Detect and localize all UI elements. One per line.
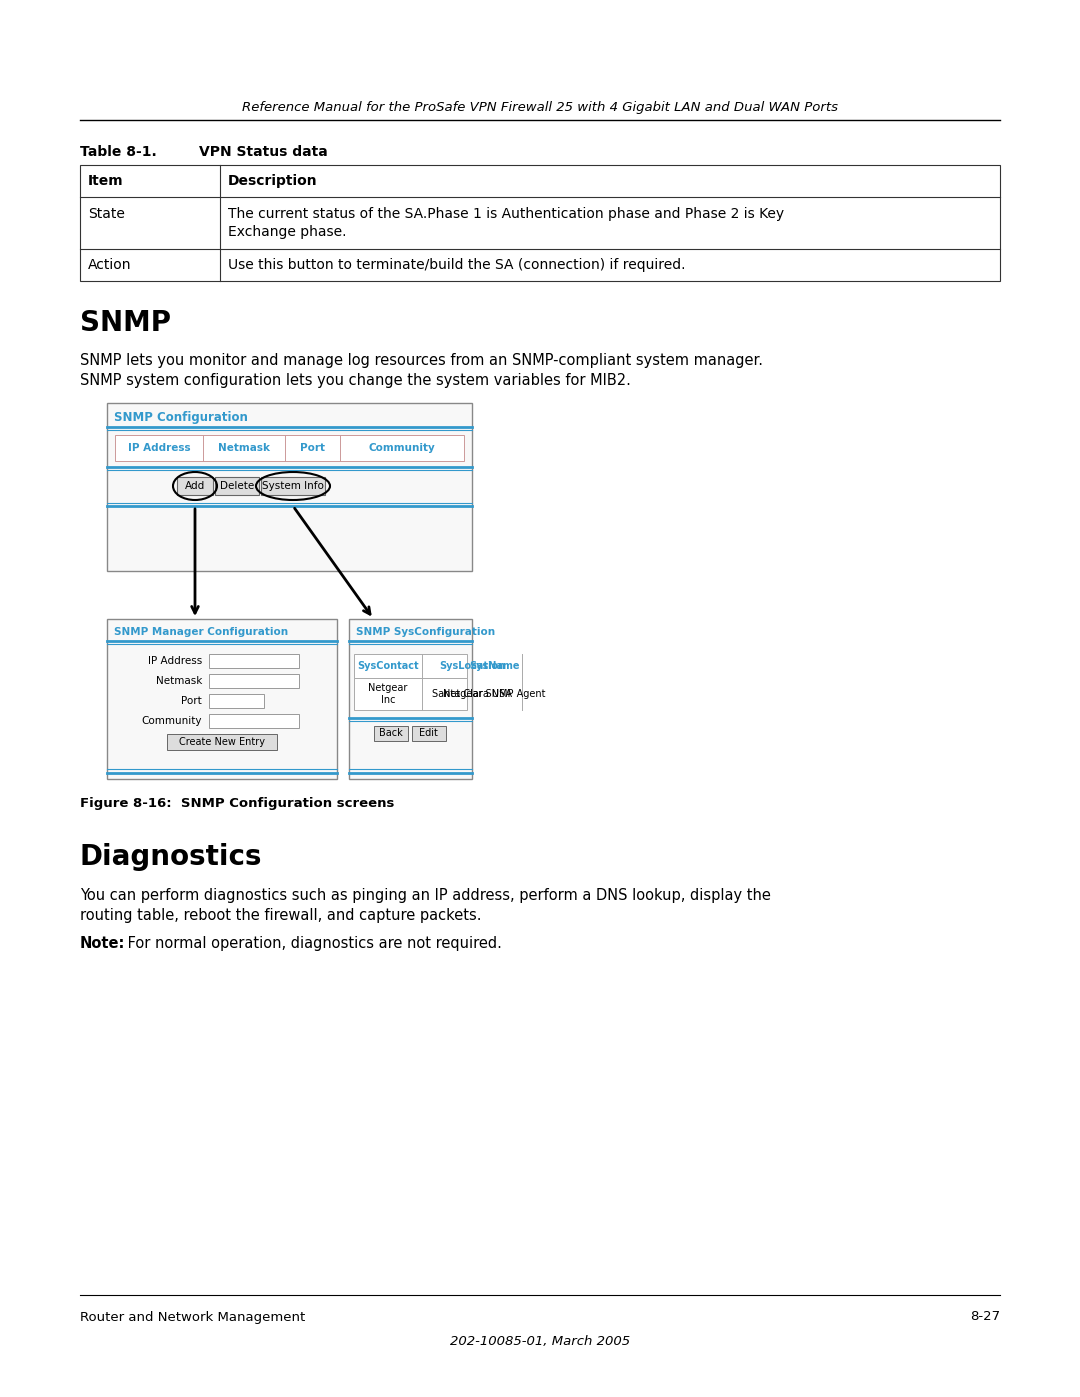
Text: The current status of the SA.Phase 1 is Authentication phase and Phase 2 is Key: The current status of the SA.Phase 1 is … <box>228 207 784 221</box>
Text: IP Address: IP Address <box>148 657 202 666</box>
Text: Item: Item <box>87 175 123 189</box>
Text: Community: Community <box>368 443 435 453</box>
Bar <box>349 619 472 780</box>
Bar <box>354 654 467 678</box>
Bar <box>215 476 259 495</box>
Text: SNMP SysConfiguration: SNMP SysConfiguration <box>356 627 495 637</box>
Text: Use this button to terminate/build the SA (connection) if required.: Use this button to terminate/build the S… <box>228 258 686 272</box>
Bar <box>411 726 446 740</box>
Text: Port: Port <box>300 443 325 453</box>
Text: routing table, reboot the firewall, and capture packets.: routing table, reboot the firewall, and … <box>80 908 482 923</box>
Bar <box>210 714 299 728</box>
Text: System Info: System Info <box>262 481 324 490</box>
Text: Exchange phase.: Exchange phase. <box>228 225 347 239</box>
Text: Edit: Edit <box>419 728 437 739</box>
Text: SysName: SysName <box>469 661 519 671</box>
Bar <box>210 694 264 708</box>
Text: SNMP: SNMP <box>80 309 171 337</box>
Text: SysContact: SysContact <box>357 661 419 671</box>
Text: 8-27: 8-27 <box>970 1310 1000 1323</box>
Bar <box>354 678 467 710</box>
Bar <box>261 476 325 495</box>
Text: State: State <box>87 207 125 221</box>
Bar <box>107 402 472 571</box>
Text: Netmask: Netmask <box>218 443 270 453</box>
Text: Figure 8-16:  SNMP Configuration screens: Figure 8-16: SNMP Configuration screens <box>80 798 394 810</box>
Bar <box>210 654 299 668</box>
Text: Community: Community <box>141 717 202 726</box>
Text: Santa Clara USA: Santa Clara USA <box>432 689 512 698</box>
Text: Reference Manual for the ProSafe VPN Firewall 25 with 4 Gigabit LAN and Dual WAN: Reference Manual for the ProSafe VPN Fir… <box>242 102 838 115</box>
Text: You can perform diagnostics such as pinging an IP address, perform a DNS lookup,: You can perform diagnostics such as ping… <box>80 888 771 902</box>
Bar <box>374 726 407 740</box>
Text: Note:: Note: <box>80 936 125 951</box>
Text: IP Address: IP Address <box>127 443 190 453</box>
Text: Netgear
Inc: Netgear Inc <box>368 683 407 705</box>
Text: Action: Action <box>87 258 132 272</box>
Text: Delete: Delete <box>220 481 254 490</box>
Bar <box>114 434 464 461</box>
Bar <box>177 476 213 495</box>
Text: SNMP Manager Configuration: SNMP Manager Configuration <box>114 627 288 637</box>
Text: Netgear SNMP Agent: Netgear SNMP Agent <box>443 689 545 698</box>
Bar <box>210 673 299 687</box>
Text: VPN Status data: VPN Status data <box>160 145 327 159</box>
Text: SNMP lets you monitor and manage log resources from an SNMP-compliant system man: SNMP lets you monitor and manage log res… <box>80 353 762 367</box>
Text: 202-10085-01, March 2005: 202-10085-01, March 2005 <box>450 1334 630 1348</box>
Bar <box>107 619 337 780</box>
Text: Create New Entry: Create New Entry <box>179 738 265 747</box>
Text: Netmask: Netmask <box>156 676 202 686</box>
Text: Add: Add <box>185 481 205 490</box>
Text: SNMP system configuration lets you change the system variables for MIB2.: SNMP system configuration lets you chang… <box>80 373 631 388</box>
Text: Router and Network Management: Router and Network Management <box>80 1310 306 1323</box>
Text: Description: Description <box>228 175 318 189</box>
Bar <box>80 165 1000 281</box>
Text: Port: Port <box>181 696 202 705</box>
Text: Table 8-1.: Table 8-1. <box>80 145 157 159</box>
Text: For normal operation, diagnostics are not required.: For normal operation, diagnostics are no… <box>123 936 502 951</box>
Text: SNMP Configuration: SNMP Configuration <box>114 411 248 423</box>
Text: Back: Back <box>379 728 403 739</box>
Text: SysLocation: SysLocation <box>438 661 505 671</box>
Text: Diagnostics: Diagnostics <box>80 842 262 870</box>
Bar <box>167 733 276 750</box>
